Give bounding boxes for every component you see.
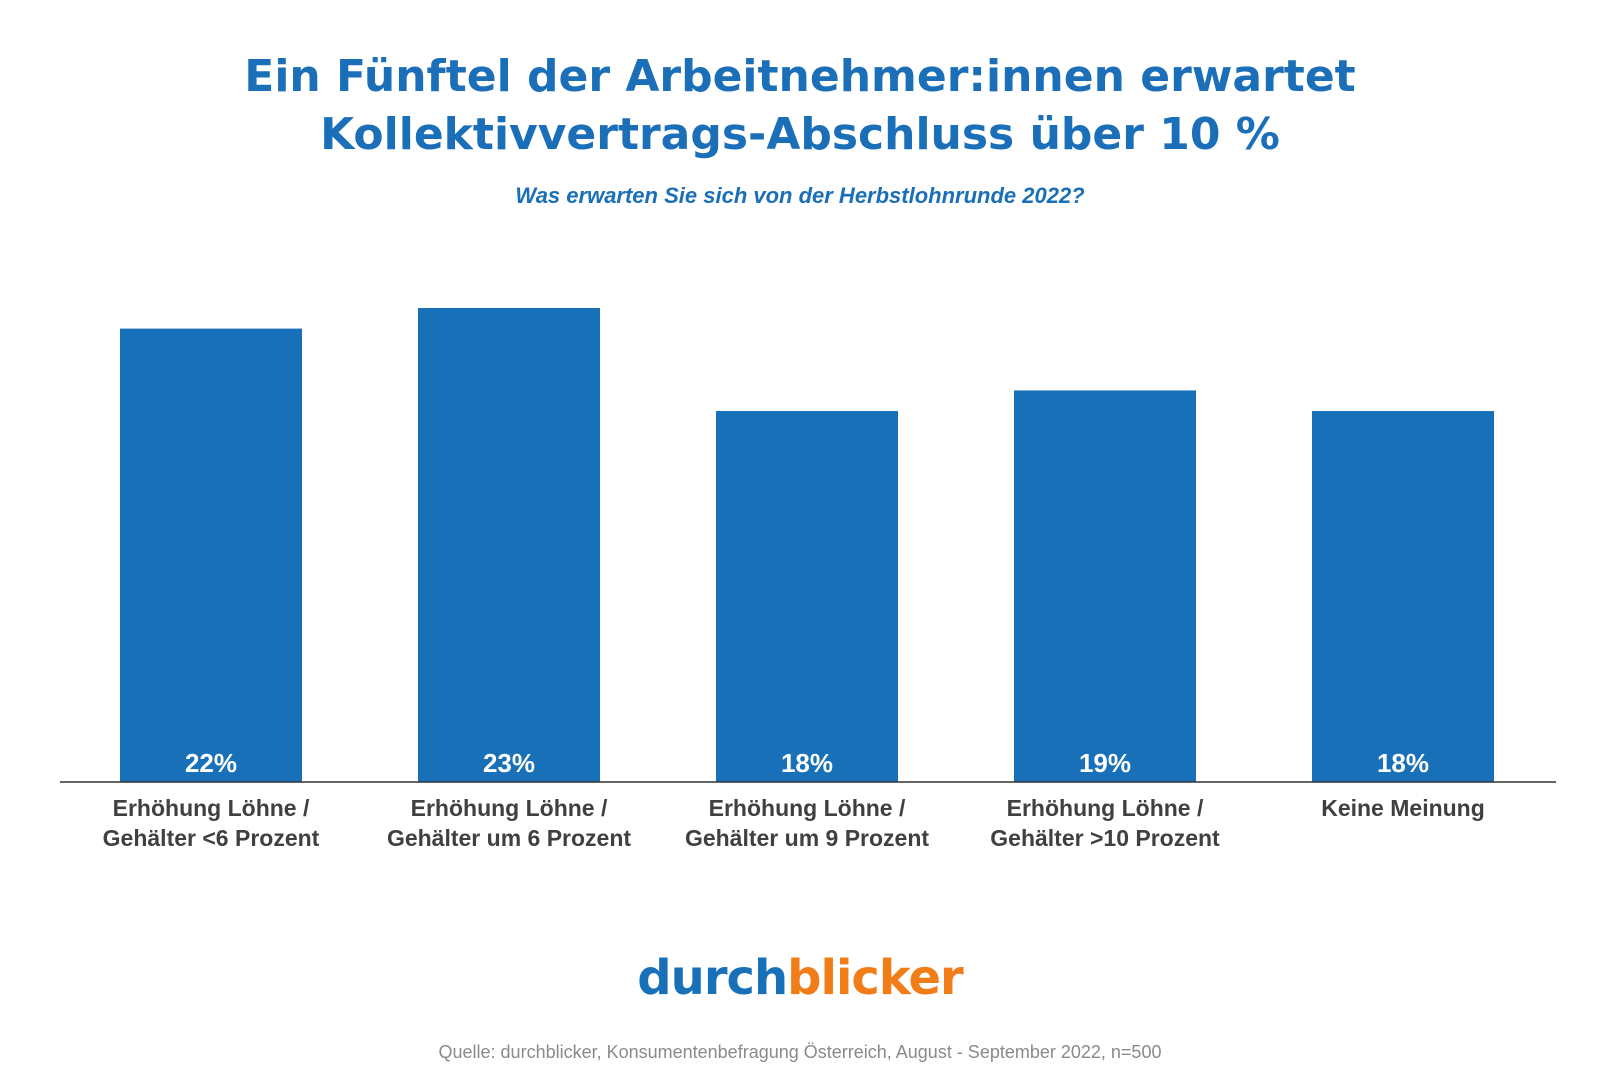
chart-title-line2: Kollektivvertrags-Abschluss über 10 % [320, 109, 1280, 160]
chart-subtitle: Was erwarten Sie sich von der Herbstlohn… [515, 183, 1085, 208]
bar-chart: 22% Erhöhung Löhne / Gehälter <6 Prozent 23… [60, 308, 1556, 851]
category-label-2: Erhöhung Löhne / Gehälter um 6 Prozent [387, 795, 631, 851]
value-label-1: 22% [185, 748, 237, 778]
brand-logo-part1: durch [637, 950, 788, 1006]
chart-title-line1: Ein Fünftel der Arbeitnehmer:innen erwar… [244, 51, 1356, 102]
category-label-1: Erhöhung Löhne / Gehälter <6 Prozent [103, 795, 320, 851]
value-label-5: 18% [1377, 748, 1429, 778]
bar-1 [120, 328, 302, 782]
brand-logo: durchblicker [0, 950, 1600, 1006]
bar-3 [716, 411, 898, 782]
value-label-2: 23% [483, 748, 535, 778]
bar-4 [1014, 390, 1196, 782]
value-label-3: 18% [781, 748, 833, 778]
value-label-4: 19% [1079, 748, 1131, 778]
bar-2 [418, 308, 600, 782]
category-label-4: Erhöhung Löhne / Gehälter >10 Prozent [990, 795, 1220, 851]
source-note: Quelle: durchblicker, Konsumentenbefragu… [438, 1042, 1162, 1062]
chart-title: Ein Fünftel der Arbeitnehmer:innen erwar… [0, 48, 1600, 164]
brand-logo-part2: blicker [787, 950, 964, 1006]
category-label-5: Keine Meinung [1321, 795, 1485, 821]
bar-5 [1312, 411, 1494, 782]
category-label-3: Erhöhung Löhne / Gehälter um 9 Prozent [685, 795, 929, 851]
